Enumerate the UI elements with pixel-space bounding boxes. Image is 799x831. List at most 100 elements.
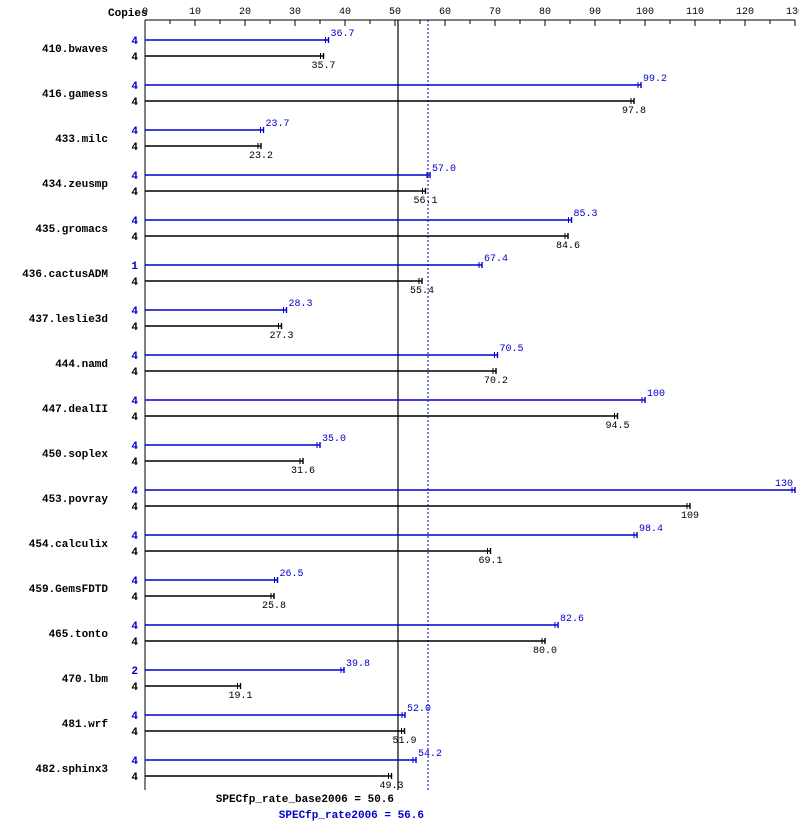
x-tick-label: 70	[489, 7, 501, 18]
benchmark-label: 454.calculix	[29, 539, 109, 551]
peak-value-label: 26.5	[280, 569, 304, 580]
copies-base: 4	[131, 52, 138, 64]
benchmark-label: 433.milc	[55, 134, 108, 146]
benchmark-label: 465.tonto	[49, 629, 109, 641]
copies-peak: 4	[131, 621, 138, 633]
copies-peak: 4	[131, 711, 138, 723]
copies-peak: 4	[131, 441, 138, 453]
copies-base: 4	[131, 727, 138, 739]
base-value-label: 19.1	[228, 691, 252, 702]
x-tick-label: 60	[439, 7, 451, 18]
benchmark-label: 434.zeusmp	[42, 179, 108, 191]
peak-value-label: 23.7	[266, 119, 290, 130]
copies-base: 4	[131, 457, 138, 469]
x-tick-label: 100	[636, 7, 654, 18]
peak-value-label: 85.3	[574, 209, 598, 220]
copies-peak: 4	[131, 531, 138, 543]
peak-value-label: 82.6	[560, 614, 584, 625]
peak-value-label: 130	[775, 479, 793, 490]
base-value-label: 49.3	[379, 781, 403, 792]
copies-base: 4	[131, 637, 138, 649]
copies-peak: 4	[131, 351, 138, 363]
base-value-label: 51.9	[392, 736, 416, 747]
benchmark-label: 436.cactusADM	[22, 269, 108, 281]
copies-base: 4	[131, 232, 138, 244]
peak-value-label: 100	[647, 389, 665, 400]
copies-base: 4	[131, 187, 138, 199]
copies-peak: 1	[131, 261, 138, 273]
benchmark-label: 453.povray	[42, 494, 108, 506]
benchmark-label: 482.sphinx3	[35, 764, 108, 776]
peak-value-label: 54.2	[418, 749, 442, 760]
base-value-label: 84.6	[556, 241, 580, 252]
x-tick-label: 80	[539, 7, 551, 18]
copies-peak: 4	[131, 216, 138, 228]
base-value-label: 56.1	[413, 196, 437, 207]
copies-peak: 4	[131, 756, 138, 768]
base-value-label: 27.3	[269, 331, 293, 342]
peakline-summary: SPECfp_rate2006 = 56.6	[279, 810, 424, 822]
copies-peak: 4	[131, 306, 138, 318]
peak-value-label: 70.5	[500, 344, 524, 355]
x-tick-label: 10	[189, 7, 201, 18]
copies-peak: 4	[131, 126, 138, 138]
copies-base: 4	[131, 412, 138, 424]
base-value-label: 55.4	[410, 286, 434, 297]
peak-value-label: 67.4	[484, 254, 508, 265]
copies-base: 4	[131, 502, 138, 514]
benchmark-label: 459.GemsFDTD	[29, 584, 109, 596]
benchmark-label: 410.bwaves	[42, 44, 108, 56]
base-value-label: 69.1	[478, 556, 502, 567]
benchmark-label: 481.wrf	[62, 719, 109, 731]
copies-base: 4	[131, 322, 138, 334]
copies-base: 4	[131, 772, 138, 784]
peak-value-label: 57.0	[432, 164, 456, 175]
base-value-label: 94.5	[605, 421, 629, 432]
copies-peak: 4	[131, 81, 138, 93]
x-tick-label: 20	[239, 7, 251, 18]
x-tick-label: 110	[686, 7, 704, 18]
copies-base: 4	[131, 97, 138, 109]
x-tick-label: 130	[786, 7, 799, 18]
x-tick-label: 50	[389, 7, 401, 18]
x-tick-label: 120	[736, 7, 754, 18]
base-value-label: 97.8	[622, 106, 646, 117]
benchmark-label: 447.dealII	[42, 404, 108, 416]
copies-peak: 4	[131, 486, 138, 498]
base-value-label: 109	[681, 511, 699, 522]
copies-base: 4	[131, 367, 138, 379]
base-value-label: 31.6	[291, 466, 315, 477]
peak-value-label: 99.2	[643, 74, 667, 85]
spec-rate-chart: Copies0102030405060708090100110120130410…	[0, 0, 799, 831]
copies-peak: 4	[131, 36, 138, 48]
copies-base: 4	[131, 547, 138, 559]
copies-base: 4	[131, 277, 138, 289]
base-value-label: 23.2	[249, 151, 273, 162]
benchmark-label: 470.lbm	[62, 674, 109, 686]
base-value-label: 25.8	[262, 601, 286, 612]
peak-value-label: 35.0	[322, 434, 346, 445]
peak-value-label: 98.4	[639, 524, 663, 535]
benchmark-label: 444.namd	[55, 359, 108, 371]
x-tick-label: 30	[289, 7, 301, 18]
benchmark-label: 435.gromacs	[35, 224, 108, 236]
base-value-label: 35.7	[311, 61, 335, 72]
peak-value-label: 39.8	[346, 659, 370, 670]
copies-base: 4	[131, 682, 138, 694]
x-tick-label: 90	[589, 7, 601, 18]
benchmark-label: 416.gamess	[42, 89, 108, 101]
peak-value-label: 36.7	[331, 29, 355, 40]
baseline-summary: SPECfp_rate_base2006 = 50.6	[216, 794, 394, 806]
copies-peak: 4	[131, 171, 138, 183]
benchmark-label: 437.leslie3d	[29, 314, 108, 326]
copies-base: 4	[131, 142, 138, 154]
x-tick-label: 40	[339, 7, 351, 18]
peak-value-label: 28.3	[289, 299, 313, 310]
base-value-label: 80.0	[533, 646, 557, 657]
copies-peak: 2	[131, 666, 138, 678]
base-value-label: 70.2	[484, 376, 508, 387]
copies-peak: 4	[131, 576, 138, 588]
x-tick-label: 0	[142, 7, 148, 18]
peak-value-label: 52.0	[407, 704, 431, 715]
copies-peak: 4	[131, 396, 138, 408]
